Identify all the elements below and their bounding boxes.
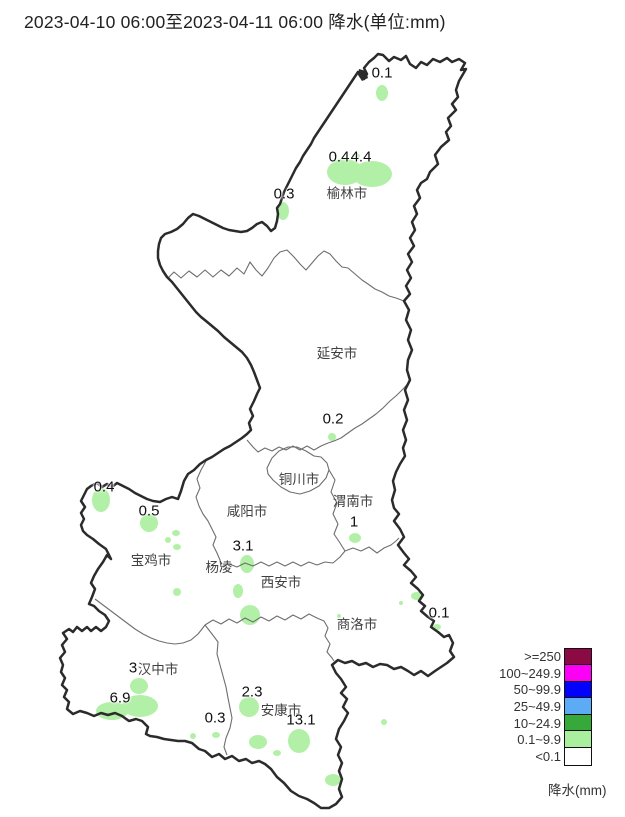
precip-blob (325, 774, 341, 786)
legend-row: <0.1 (470, 747, 592, 766)
border-tongchuan (266, 446, 330, 495)
boundary-notch (358, 69, 368, 81)
precip-blob (337, 614, 341, 618)
precip-blob (212, 732, 220, 738)
precip-blob (165, 537, 171, 543)
legend-label: >=250 (524, 649, 561, 665)
legend-row: >=250 (470, 647, 592, 667)
precip-blob (130, 678, 148, 694)
precip-blob (173, 544, 181, 550)
legend-label: 25~49.9 (513, 699, 561, 715)
precip-blob (239, 697, 259, 717)
legend-row: 10~24.9 (470, 713, 592, 733)
precip-blob (233, 584, 243, 598)
border-xian-south (204, 613, 335, 662)
legend-row: 50~99.9 (470, 680, 592, 700)
border-weinan-shangluo (344, 537, 400, 554)
precip-blob (92, 488, 110, 512)
legend-swatch (564, 747, 592, 766)
precip-blob (140, 514, 158, 532)
precip-blob (376, 85, 388, 101)
legend-label: 100~249.9 (499, 665, 561, 681)
border-yanan-weinan (327, 380, 411, 444)
precip-blob (328, 433, 336, 441)
border-hanzhong-ankang (204, 624, 233, 756)
precip-blob (273, 750, 281, 756)
legend-label: 0.1~9.9 (517, 732, 561, 748)
border-xianyang-xian (220, 550, 346, 568)
legend-label: 10~24.9 (513, 715, 561, 731)
legend-label: 50~99.9 (513, 682, 561, 698)
precip-blob (349, 533, 361, 543)
precip-blob (122, 695, 158, 717)
precip-blob (352, 161, 392, 187)
precip-blobs (92, 85, 441, 786)
precip-blob (190, 733, 196, 739)
precip-blob (172, 530, 180, 536)
precip-blob (249, 735, 267, 749)
border-baoji-xianyang (195, 460, 222, 568)
precip-blob (381, 719, 387, 725)
precip-blob (240, 605, 260, 625)
precip-blob (352, 153, 360, 159)
border-baoji-hanzhong (94, 598, 206, 645)
province-outline (58, 52, 468, 810)
legend-row: 25~49.9 (470, 697, 592, 716)
precip-blob (399, 601, 403, 605)
legend-caption: 降水(mm) (548, 783, 607, 798)
precip-legend: >=250 100~249.9 50~99.9 25~49.9 10~24.9 0.1~9… (470, 647, 592, 766)
precip-blob (173, 588, 181, 596)
border-xianyang-weinan (328, 469, 346, 552)
page-title: 2023-04-10 06:00至2023-04-11 06:00 降水(单位:… (24, 12, 446, 32)
legend-row: 0.1~9.9 (470, 730, 592, 750)
precip-blob (277, 202, 289, 220)
border-yulin-yanan (167, 249, 405, 302)
border-yanan-tongchuan (246, 439, 329, 453)
legend-row: 100~249.9 (470, 664, 592, 683)
city-borders (94, 249, 411, 756)
legend-label: <0.1 (535, 748, 561, 764)
precip-blob (288, 729, 310, 753)
